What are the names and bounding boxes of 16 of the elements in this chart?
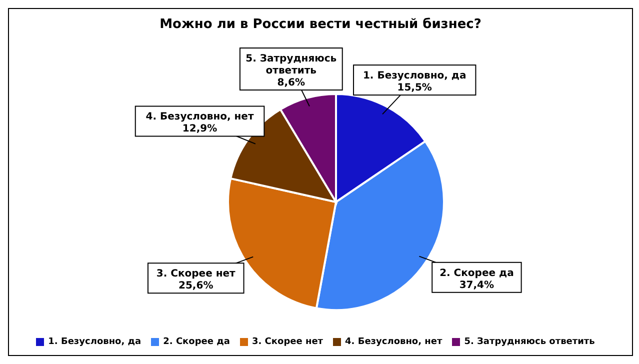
slice-label: 4. Безусловно, нет bbox=[146, 112, 254, 123]
slice-label: 1. Безусловно, да bbox=[362, 70, 466, 82]
legend-label: 4. Безусловно, нет bbox=[345, 337, 442, 347]
slice-label: 5. Затрудняюсь ответить bbox=[246, 54, 337, 77]
data-label: 15,5% bbox=[397, 82, 432, 94]
legend-label: 1. Безусловно, да bbox=[48, 337, 142, 347]
chart-title: Можно ли в России вести честный бизнес? bbox=[158, 17, 482, 32]
legend-label: 2. Скорее да bbox=[163, 337, 230, 347]
legend-label: 5. Затрудняюсь ответить bbox=[464, 337, 595, 347]
data-label: 8,6% bbox=[277, 78, 306, 89]
legend-label: 3. Скорее нет bbox=[252, 337, 324, 347]
slice-label: 3. Скорее нет bbox=[156, 268, 236, 280]
data-label: 37,4% bbox=[459, 280, 494, 291]
data-label: 12,9% bbox=[182, 124, 218, 135]
data-label: 25,6% bbox=[178, 280, 214, 292]
slice-label: 2. Скорее да bbox=[440, 268, 514, 279]
